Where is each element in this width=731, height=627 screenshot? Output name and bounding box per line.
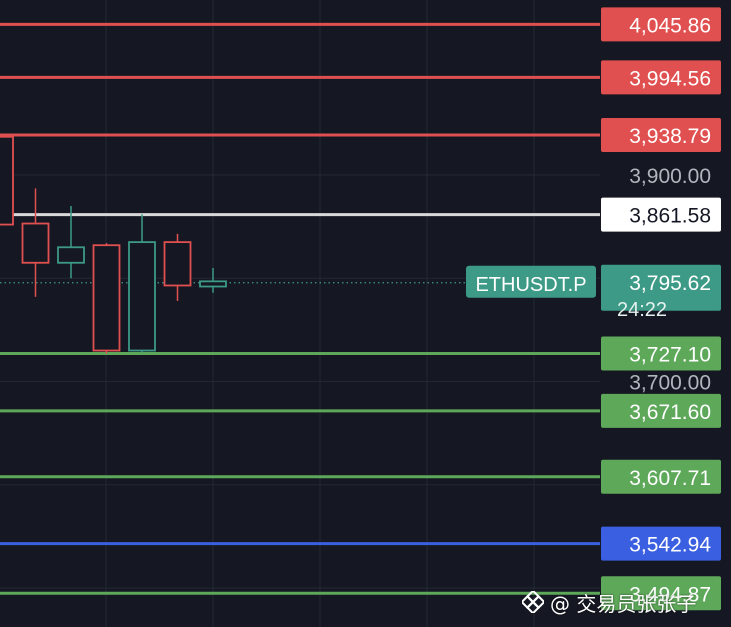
candle[interactable] <box>199 267 227 293</box>
price-tag-support[interactable]: 3,607.71 <box>601 459 721 494</box>
price-tag-support-text: 3,727.10 <box>629 344 711 367</box>
price-tag-pivot-text: 3,861.58 <box>629 205 711 228</box>
price-tag-support-bg <box>601 336 721 371</box>
candle-body <box>57 246 85 264</box>
price-tag-resistance[interactable]: 3,994.56 <box>601 60 721 95</box>
candle[interactable] <box>128 214 156 353</box>
candle[interactable] <box>163 233 192 301</box>
price-tag-support-text: 3,671.60 <box>629 401 711 424</box>
watermark-text: @ 交易员张张子 <box>550 591 697 616</box>
price-tag-support-text: 3,494.87 <box>629 583 711 606</box>
price-tag-support[interactable]: 3,671.60 <box>601 393 721 428</box>
candle[interactable] <box>0 133 14 226</box>
price-tag-support[interactable]: 3,727.10 <box>601 336 721 371</box>
symbol-label[interactable]: ETHUSDT.P <box>466 265 596 298</box>
candle[interactable] <box>21 188 50 297</box>
price-tag-resistance-bg <box>601 117 721 152</box>
price-tag-resistance-text: 3,938.79 <box>629 125 711 148</box>
axis-tick-label: 3,700.00 <box>629 372 711 395</box>
price-tag-resistance[interactable]: 3,938.79 <box>601 117 721 152</box>
price-tag-support-text: 3,607.71 <box>629 467 711 490</box>
countdown-text: 24:22 <box>617 299 667 321</box>
price-tag-resistance-text: 4,045.86 <box>629 14 711 37</box>
price-tag-pivot[interactable]: 3,861.58 <box>601 197 721 232</box>
candle-body <box>21 222 50 264</box>
price-tag-resistance-bg <box>601 60 721 95</box>
candle-body <box>0 135 14 226</box>
price-tag-resistance-bg <box>601 7 721 42</box>
binance-diamond-icon <box>522 591 544 613</box>
price-tag-support-bg <box>601 459 721 494</box>
candle-body <box>163 241 192 287</box>
price-tag-key-text: 3,542.94 <box>629 534 711 557</box>
axis-tick-label: 3,900.00 <box>629 165 711 188</box>
candle-body <box>128 241 156 352</box>
candle[interactable] <box>57 205 85 279</box>
candle-body <box>199 280 227 288</box>
price-tag-key[interactable]: 3,542.94 <box>601 526 721 561</box>
price-tag-support[interactable]: 3,494.87 <box>601 576 721 611</box>
price-tag-resistance[interactable]: 4,045.86 <box>601 7 721 42</box>
current-price-tag[interactable]: 3,795.62 24:22 <box>601 264 721 321</box>
current-price-text: 3,795.62 <box>629 272 711 295</box>
price-tag-support-bg <box>601 393 721 428</box>
candle[interactable] <box>92 243 121 354</box>
watermark: @ 交易员张张子 <box>522 589 697 616</box>
price-tag-resistance-text: 3,994.56 <box>629 67 711 90</box>
candle-body <box>92 244 121 352</box>
price-tag-key-bg <box>601 526 721 561</box>
current-price-tag-bg <box>601 264 721 311</box>
price-tag-support-bg <box>601 576 721 611</box>
price-tag-pivot-bg <box>601 197 721 232</box>
symbol-label-bg <box>466 265 596 298</box>
symbol-label-text: ETHUSDT.P <box>475 274 586 296</box>
